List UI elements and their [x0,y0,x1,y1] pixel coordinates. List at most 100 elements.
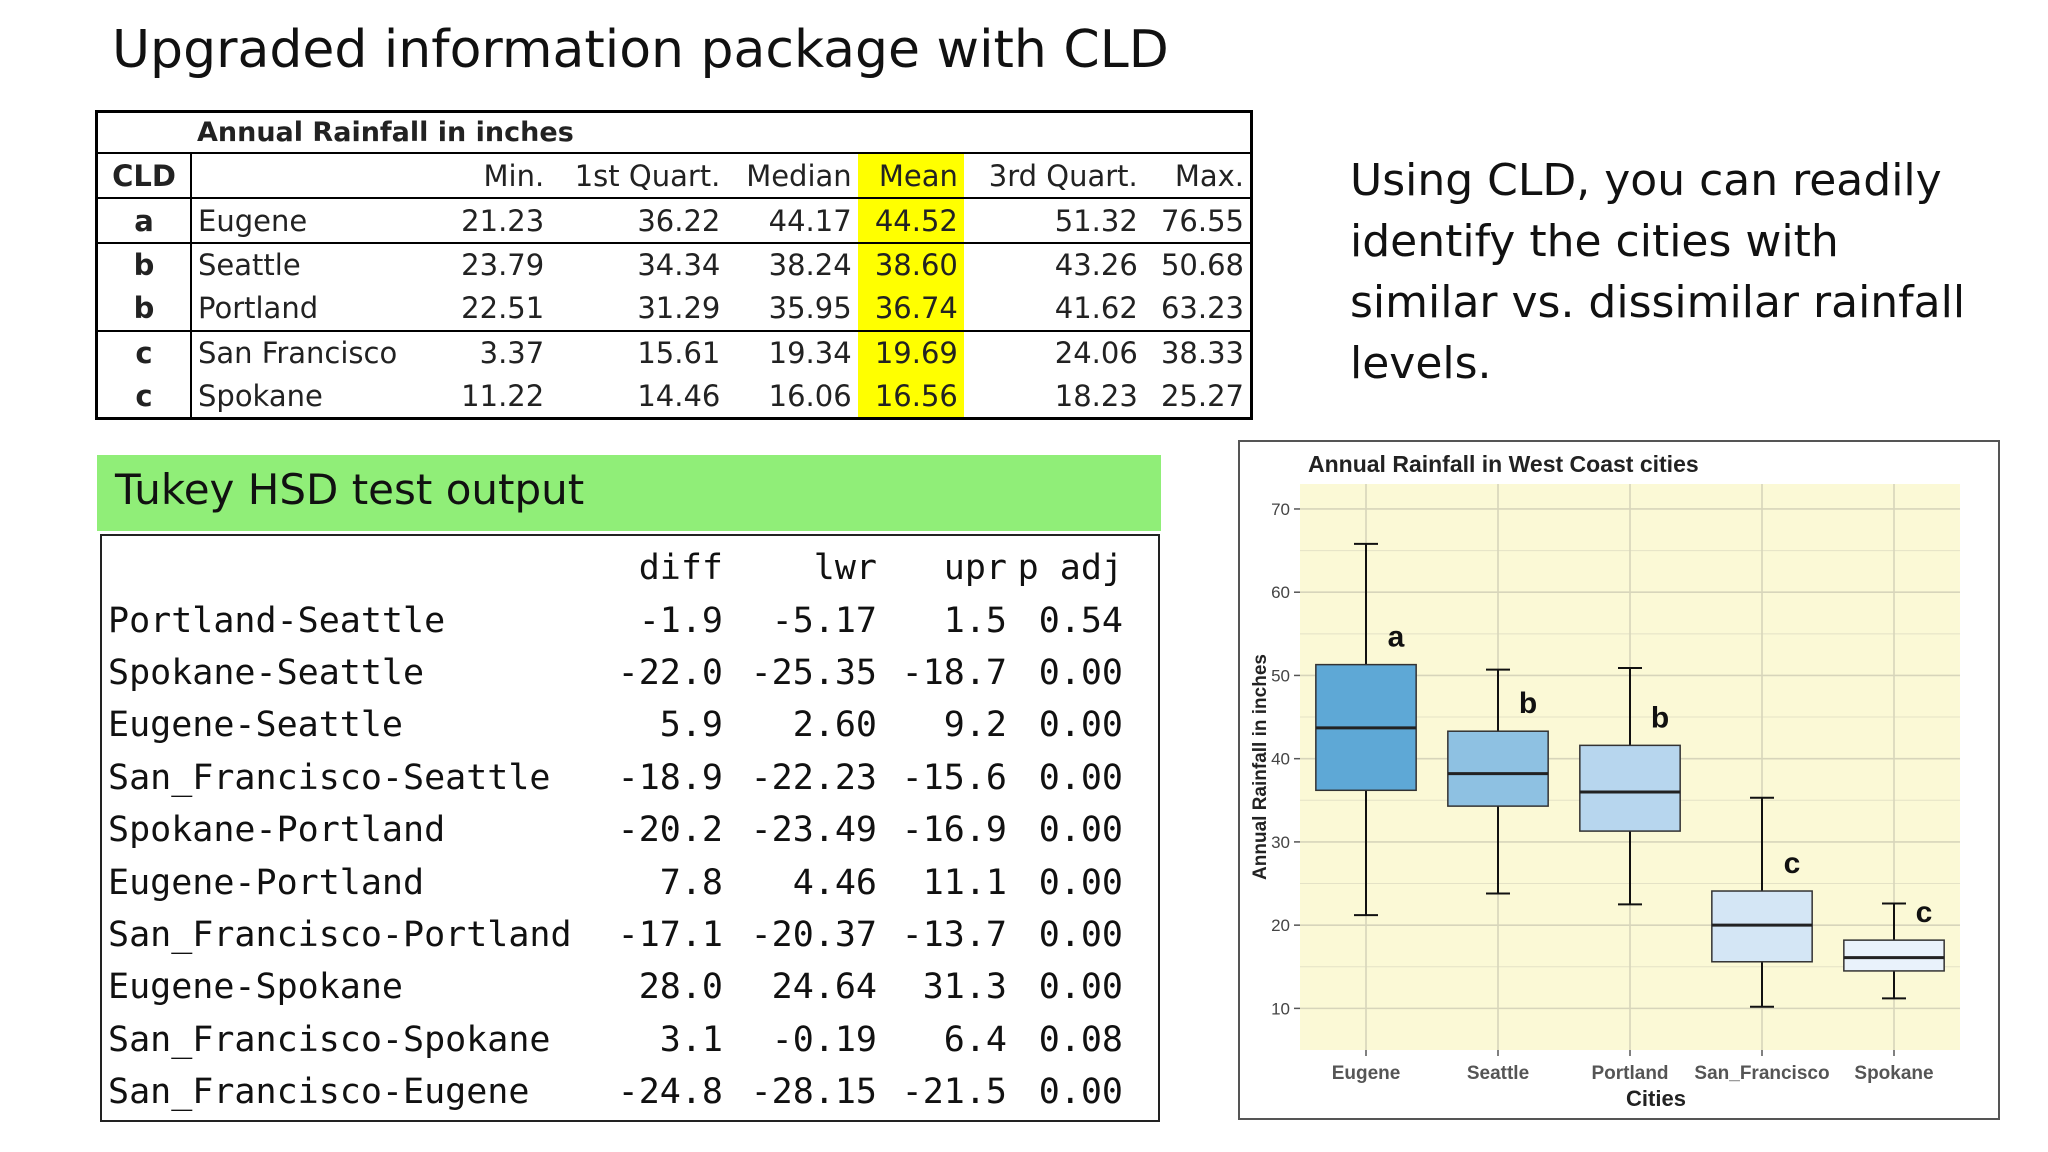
y-tick-label: 10 [1271,999,1290,1018]
tukey-lwr: -0.19 [771,1019,877,1060]
tukey-table: diff lwr upr p adj Portland-Seattle -1.9-… [108,542,1123,1118]
header-q3: 3rd Quart. [963,152,1144,200]
y-tick-label: 40 [1271,750,1290,769]
summary-caption: Annual Rainfall in inches [197,117,574,149]
tukey-col-diff: diff [638,548,723,589]
cell-min: 21.23 [444,198,551,245]
tukey-padj: 0.00 [1038,1072,1123,1113]
tukey-pair: Eugene-Portland [108,862,425,903]
table-row: b Seattle 23.79 34.34 38.24 38.60 43.26 … [98,243,1250,287]
table-row: San_Francisco-Seattle -18.9 -22.23 -15.6 0.0… [108,752,1123,804]
tukey-padj: 0.00 [1038,914,1123,955]
boxplot-chart: Annual Rainfall in West Coast cities 10 2… [1250,451,1960,1111]
tukey-col-padj: p adj [1017,548,1123,589]
header-max: Max. [1143,152,1250,200]
table-row: Spokane-Seattle -22.0 -25.35 -18.7 0.00 [108,647,1123,699]
table-row: c Spokane 11.22 14.46 16.06 16.56 18.23 … [98,374,1250,417]
summary-caption-row: Annual Rainfall in inches [98,113,1250,153]
cld-letter-label: b [1651,701,1669,734]
x-tick-label: San_Francisco [1694,1063,1829,1084]
cell-max: 25.27 [1160,378,1244,413]
tukey-pair: Eugene-Spokane [108,967,404,1008]
tukey-header: Tukey HSD test output [97,455,1161,531]
chart-title: Annual Rainfall in West Coast cities [1308,451,1699,477]
cell-q1: 36.22 [550,198,727,245]
tukey-upr: 6.4 [943,1019,1007,1060]
tukey-lwr: 4.46 [792,862,877,903]
tukey-output-box: diff lwr upr p adj Portland-Seattle -1.9-… [100,534,1160,1122]
tukey-pair: Portland-Seattle [108,600,446,641]
tukey-pair: San_Francisco-Portland [108,914,572,955]
cell-min: 23.79 [461,248,545,283]
y-axis-label: Annual Rainfall in inches [1250,654,1271,880]
cell-mean: 44.52 [857,198,964,245]
tukey-upr: -13.7 [901,914,1007,955]
cell-median: 16.06 [768,378,852,413]
box-Seattle [1447,730,1549,807]
cell-min: 22.51 [444,286,551,332]
header-mean: Mean [857,152,964,200]
tukey-diff: 28.0 [638,967,723,1008]
tukey-col-upr: upr [943,548,1007,589]
tukey-upr: -15.6 [901,757,1007,798]
table-row: Portland-Seattle -1.9 -5.17 1.5 0.54 [108,594,1123,646]
x-tick-label: Seattle [1467,1063,1529,1084]
tukey-header-row: diff lwr upr p adj [108,542,1123,594]
cell-median: 19.34 [768,336,852,371]
table-row: Eugene-Spokane 28.0 24.64 31.3 0.00 [108,961,1123,1013]
cell-mean: 36.74 [857,286,964,332]
city-name: Seattle [198,248,301,283]
slide-title: Upgraded information package with CLD [112,20,1169,80]
cell-q3: 24.06 [1054,336,1138,371]
cell-max: 50.68 [1160,248,1244,283]
table-row: Spokane-Portland -20.2 -23.49 -16.9 0.00 [108,804,1123,856]
tukey-diff: -20.2 [617,810,723,851]
header-median: Median [726,152,858,200]
tukey-padj: 0.08 [1038,1019,1123,1060]
y-tick-label: 60 [1271,583,1290,602]
cell-mean: 38.60 [857,243,964,287]
cell-max: 63.23 [1143,286,1250,332]
table-row: San_Francisco-Spokane 3.1 -0.19 6.4 0.08 [108,1014,1123,1066]
table-row: c San Francisco 3.37 15.61 19.34 19.69 2… [98,330,1250,375]
tukey-lwr: -23.49 [750,810,877,851]
tukey-lwr: -20.37 [750,914,877,955]
city-name: Eugene [191,198,444,245]
x-axis-label: Cities [1626,1086,1686,1111]
tukey-lwr: -5.17 [771,600,877,641]
summary-table-panel: Annual Rainfall in inches CLD Min. 1st Q… [95,110,1253,420]
tukey-pair: San_Francisco-Seattle [108,757,551,798]
cell-median: 44.17 [726,198,858,245]
y-axis: 10 20 30 40 50 60 70 [1271,500,1300,1018]
y-tick-label: 50 [1271,666,1290,685]
header-q1: 1st Quart. [550,152,727,200]
cell-q3: 43.26 [1054,248,1138,283]
tukey-upr: -21.5 [901,1072,1007,1113]
cell-median: 35.95 [726,286,858,332]
tukey-pair: San_Francisco-Eugene [108,1072,530,1113]
tukey-diff: -17.1 [617,914,723,955]
tukey-upr: 1.5 [943,600,1007,641]
tukey-diff: -24.8 [617,1072,723,1113]
tukey-padj: 0.54 [1038,600,1123,641]
city-name: Portland [191,286,444,332]
x-tick-label: Portland [1591,1063,1668,1084]
cld-letter-label: b [1519,687,1537,720]
tukey-padj: 0.00 [1038,705,1123,746]
table-row: Eugene-Seattle 5.9 2.60 9.2 0.00 [108,699,1123,751]
tukey-pair: Spokane-Portland [108,810,446,851]
tukey-col-pair [108,542,603,594]
cell-min: 11.22 [461,378,545,413]
tukey-upr: -18.7 [901,652,1007,693]
cld-letter: b [98,243,192,287]
cell-q1: 14.46 [637,378,721,413]
tukey-lwr: 2.60 [792,705,877,746]
tukey-pair: Spokane-Seattle [108,652,425,693]
tukey-diff: -22.0 [617,652,723,693]
boxes: a b b c c [1315,542,1945,1008]
x-tick-label: Spokane [1854,1063,1933,1084]
x-tick-label: Eugene [1332,1063,1401,1084]
tukey-diff: -18.9 [617,757,723,798]
city-name: Spokane [198,378,323,413]
cld-letter-label: c [1784,847,1801,880]
